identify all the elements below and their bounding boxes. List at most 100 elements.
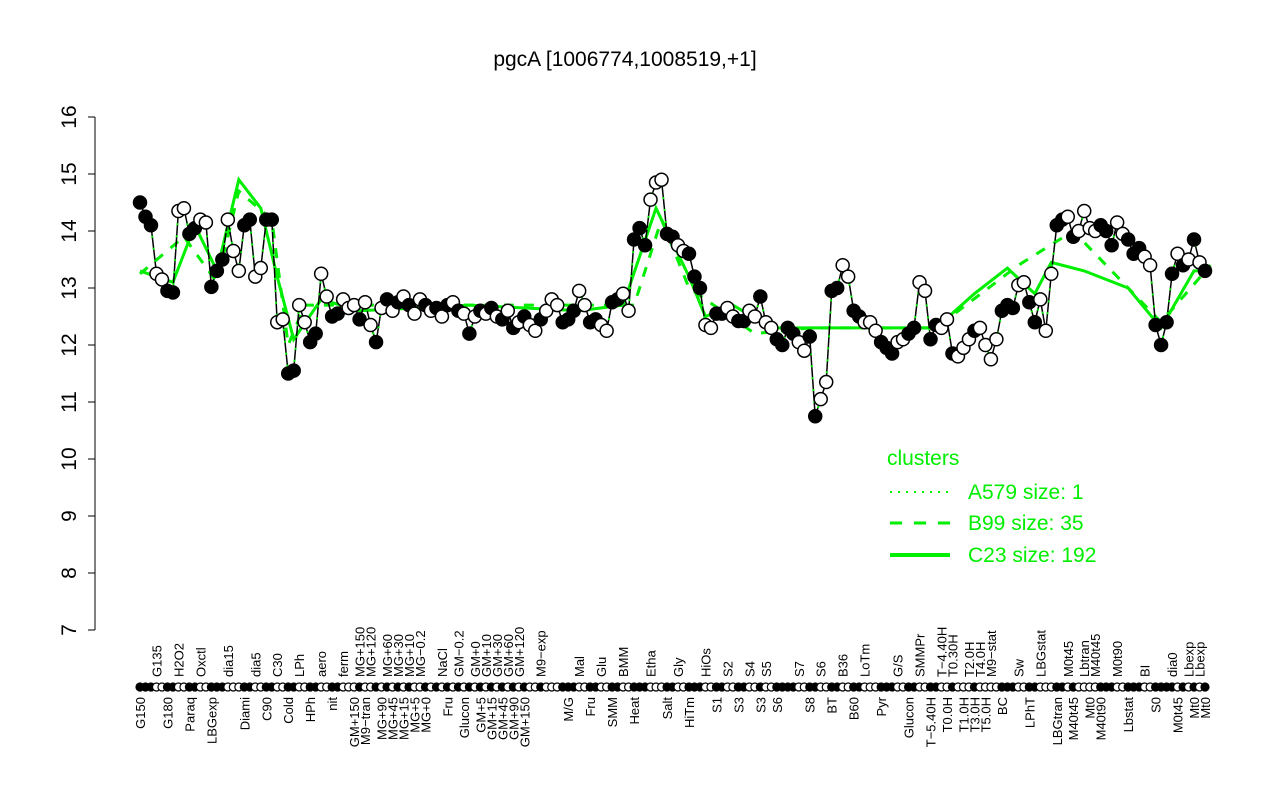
x-tick-label: Lbexp: [1182, 642, 1197, 677]
x-tick-label: S3: [731, 697, 746, 713]
cluster-c23-line: [139, 176, 1211, 343]
x-tick-label: HPh: [303, 697, 318, 722]
x-tick-label: Sw: [1011, 658, 1026, 677]
x-tick-label: M9−stat: [984, 630, 999, 677]
x-tick-label: GM+0: [468, 641, 483, 677]
x-tick-label: Cold: [281, 697, 296, 724]
x-tick-label: M0t45: [1171, 697, 1186, 733]
data-point: [1005, 300, 1021, 316]
y-tick-label: 15: [58, 162, 81, 185]
data-point: [1109, 215, 1125, 230]
x-tick-label: GM+30: [490, 634, 505, 677]
expression-series: [132, 172, 1213, 424]
data-point: [231, 263, 247, 279]
data-point: [692, 280, 708, 296]
x-tick-label: Glucon: [457, 697, 472, 738]
data-point: [462, 326, 477, 341]
legend-label-a579: A579 size: 1: [968, 481, 1084, 504]
x-tick-label: GM+150: [347, 697, 362, 747]
x-tick-label: LPh: [292, 654, 307, 677]
x-tick-label: MG+60: [380, 634, 395, 677]
x-tick-label: S6: [814, 661, 829, 677]
data-point: [308, 326, 323, 341]
data-point: [829, 280, 845, 296]
data-point: [775, 337, 790, 353]
x-tick-label: GM+150: [517, 697, 532, 747]
data-point: [1044, 266, 1059, 281]
data-point: [176, 200, 192, 216]
cluster-b99-line: [139, 188, 1212, 351]
x-tick-label: Paraq: [182, 697, 197, 732]
x-tick-label: BC: [995, 697, 1010, 715]
x-tick-label: Gly: [671, 657, 686, 677]
x-tick-label: dia0: [1165, 652, 1180, 677]
x-tick-label: S7: [792, 661, 807, 677]
x-tick-label: C30: [270, 653, 285, 677]
x-tick-label: Fru: [440, 697, 455, 717]
x-tick-label: T3.0H: [967, 697, 982, 732]
data-point: [637, 238, 653, 253]
data-point: [434, 309, 450, 324]
data-point: [621, 303, 636, 319]
data-point: [840, 269, 856, 284]
x-tick-label: Mt0: [1198, 697, 1213, 719]
x-tick-label: M40t45: [1066, 697, 1081, 740]
data-point: [528, 323, 543, 338]
cluster-lines: [139, 176, 1212, 351]
y-tick-label: 12: [58, 333, 81, 356]
data-point: [363, 317, 378, 333]
x-tick-label: S5: [759, 661, 774, 677]
x-tick-label: T0.0H: [940, 697, 955, 732]
data-point: [357, 295, 373, 310]
x-tick-label: LBGexp: [204, 697, 219, 744]
x-tick-label: T1.0H: [956, 697, 971, 732]
data-point: [802, 329, 817, 344]
x-tick-label: MG+120: [364, 627, 379, 677]
x-tick-label: Salt: [660, 697, 675, 720]
x-tick-label: G135: [149, 645, 164, 677]
data-point: [264, 212, 280, 227]
data-point: [906, 320, 922, 336]
x-tick-label: SMM: [605, 697, 620, 727]
data-point: [1159, 314, 1174, 330]
data-point: [198, 215, 214, 230]
x-tick-label: T2.0H: [962, 642, 977, 677]
y-tick-label: 10: [58, 447, 81, 470]
x-tick-label: LoTm: [858, 644, 873, 677]
data-point: [1197, 263, 1213, 279]
y-tick-label: 13: [58, 276, 81, 299]
x-tick-label: nit: [325, 697, 340, 711]
data-point: [500, 303, 516, 319]
data-point: [209, 263, 225, 279]
data-point: [599, 323, 614, 338]
data-point: [313, 266, 329, 281]
data-point: [643, 192, 658, 207]
x-tick-label: Mt0: [1187, 697, 1202, 719]
x-tick-label: T−5.40H: [924, 697, 939, 747]
data-point: [165, 285, 181, 300]
x-tick-label: Mt0: [1083, 697, 1098, 719]
data-point: [813, 391, 828, 407]
x-tick-label: Etha: [644, 649, 659, 677]
x-tick-label: M9−exp: [534, 630, 549, 677]
x-tick-label: Lbstat: [1121, 697, 1136, 733]
data-point: [753, 289, 768, 304]
x-tick-label: S3: [753, 697, 768, 713]
data-point: [835, 257, 850, 273]
data-point: [989, 332, 1004, 347]
data-point: [242, 212, 258, 227]
x-tick-label: ferm: [336, 651, 351, 677]
x-tick-label: GM+15: [484, 697, 499, 740]
data-point: [1038, 323, 1054, 338]
x-tick-label: GM−0.2: [451, 630, 466, 677]
x-tick-label: Diami: [237, 697, 252, 730]
x-tick-label: SMMPr: [913, 633, 928, 677]
data-point: [297, 314, 312, 330]
x-tick-label: MG+30: [391, 634, 406, 677]
data-point: [687, 269, 702, 284]
y-tick-label: 9: [58, 510, 81, 522]
x-tick-label: MG+10: [402, 634, 417, 677]
data-point: [807, 409, 823, 424]
x-tick-label: aero: [314, 651, 329, 677]
x-tick-label: T5.0H: [978, 697, 993, 732]
